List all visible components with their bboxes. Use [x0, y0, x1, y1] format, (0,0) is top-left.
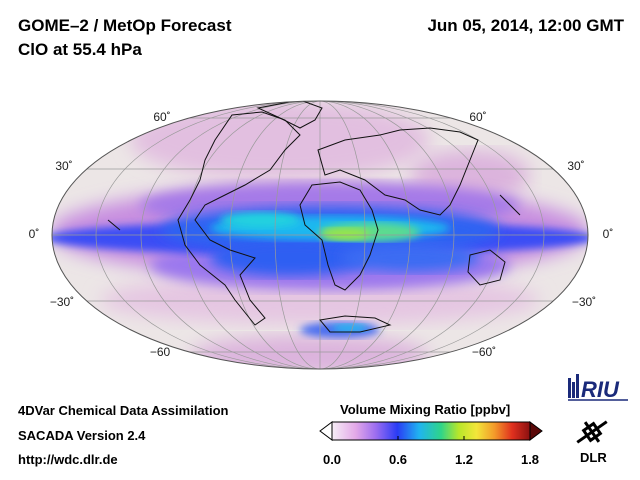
dlr-logo-text: DLR [580, 450, 607, 465]
lat-label-left-minus60: −60 [149, 345, 171, 359]
colorbar [319, 421, 543, 441]
forecast-datetime: Jun 05, 2014, 12:00 GMT [427, 16, 624, 35]
colorbar-tick-label: 0.6 [388, 452, 408, 467]
lat-label-left-30: 30˚ [55, 159, 73, 173]
riu-logo: RIU [568, 374, 628, 402]
lat-label-left-minus30: −30˚ [49, 295, 75, 309]
colorbar-tick-label: 1.8 [520, 452, 540, 467]
colorbar-gradient [331, 421, 531, 441]
coastlines [107, 101, 521, 333]
dlr-logo: DLR [576, 420, 608, 465]
colorbar-min-arrow [319, 421, 333, 441]
footer-method: 4DVar Chemical Data Assimilation [18, 403, 229, 418]
riu-logo-text: RIU [581, 377, 620, 402]
lat-label-right-0: 0˚ [602, 227, 614, 241]
lat-label-left-0: 0˚ [28, 227, 40, 241]
footer-url[interactable]: http://wdc.dlr.de [18, 452, 118, 467]
map-outline [51, 100, 589, 370]
map-title: GOME–2 / MetOp Forecast [18, 16, 232, 35]
lat-label-right-minus60: −60˚ [471, 345, 497, 359]
map-subtitle: ClO at 55.4 hPa [18, 40, 142, 59]
colorbar-title: Volume Mixing Ratio [ppbv] [340, 402, 511, 417]
colorbar-tick-label: 1.2 [454, 452, 474, 467]
colorbar-max-arrow [529, 421, 543, 441]
footer-version: SACADA Version 2.4 [18, 428, 146, 443]
world-map [51, 100, 589, 370]
graticule [52, 101, 588, 369]
colorbar-tick-label: 0.0 [322, 452, 342, 467]
lat-label-right-30: 30˚ [567, 159, 585, 173]
lat-label-right-60: 60˚ [469, 110, 487, 124]
lat-label-right-minus30: −30˚ [571, 295, 597, 309]
lat-label-left-60: 60˚ [153, 110, 171, 124]
